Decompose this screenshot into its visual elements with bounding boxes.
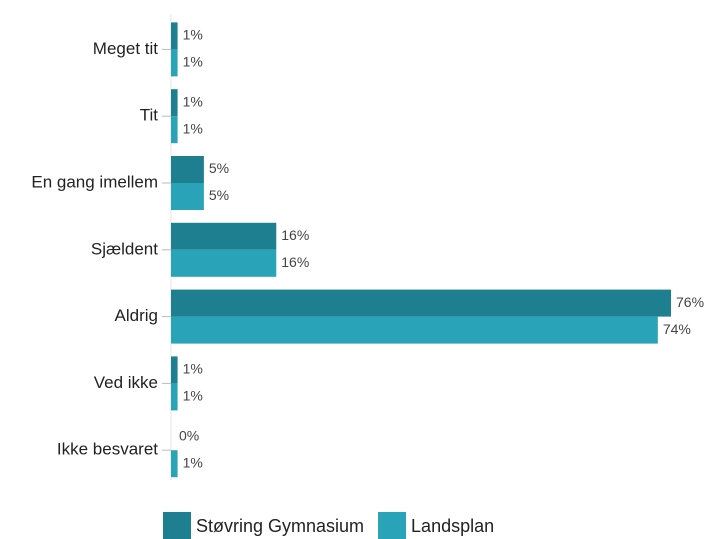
legend-label: Støvring Gymnasium: [196, 516, 364, 536]
bar: [171, 156, 204, 183]
bar: [171, 89, 178, 117]
bar: [171, 22, 178, 50]
value-label: 0%: [179, 427, 199, 443]
value-label: 16%: [281, 227, 309, 243]
category-label: Aldrig: [115, 306, 158, 325]
value-label: 1%: [183, 388, 203, 404]
value-label: 1%: [183, 93, 203, 109]
category-label: En gang imellem: [31, 172, 158, 191]
bar: [171, 356, 178, 384]
bar: [171, 222, 277, 250]
value-label: 1%: [183, 361, 203, 377]
category-label: Sjældent: [91, 239, 158, 258]
value-label: 76%: [676, 294, 704, 310]
value-label: 74%: [663, 321, 691, 337]
bar: [171, 289, 671, 317]
category-label: Ved ikke: [94, 373, 158, 392]
legend-swatch: [163, 512, 191, 539]
value-label: 5%: [209, 187, 229, 203]
legend-label: Landsplan: [411, 516, 494, 536]
bar: [171, 249, 277, 277]
bar: [171, 183, 204, 210]
value-label: 1%: [183, 54, 203, 70]
category-label: Tit: [140, 106, 159, 125]
legend-swatch: [378, 512, 407, 539]
value-label: 1%: [183, 27, 203, 43]
bar: [171, 383, 178, 411]
bar: [171, 49, 178, 77]
bar: [171, 450, 178, 478]
bar: [171, 316, 658, 344]
category-label: Meget tit: [93, 39, 158, 58]
value-label: 1%: [183, 454, 203, 470]
category-label: Ikke besvaret: [57, 440, 158, 459]
bar: [171, 116, 178, 144]
value-label: 16%: [281, 254, 309, 270]
value-label: 5%: [209, 160, 229, 176]
value-label: 1%: [183, 120, 203, 136]
